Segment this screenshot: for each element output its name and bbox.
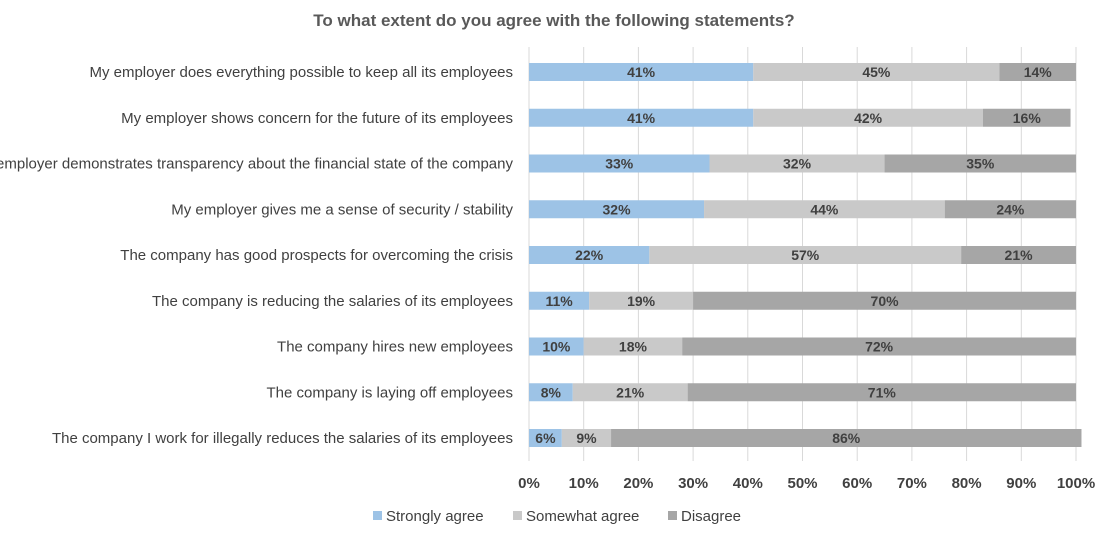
bar-segment-somewhat-agree — [583, 337, 683, 356]
x-tick-label: 70% — [897, 475, 927, 492]
x-axis-ticks: 0% 10% 20% 30% 40% 50% 60% 70% 80% 90% 100% — [518, 475, 1095, 492]
legend-label: Disagree — [681, 508, 741, 525]
bar-segment-disagree — [884, 154, 1076, 173]
bar-segment-somewhat-agree — [753, 108, 984, 127]
data-label: 10% — [542, 339, 571, 355]
bar-segment-strongly-agree — [529, 246, 650, 264]
category-label: The company I work for illegally reduces… — [52, 430, 513, 447]
data-label: 72% — [865, 339, 894, 355]
data-label: 16% — [1013, 110, 1042, 126]
x-tick-label: 80% — [952, 475, 982, 492]
category-labels: My employer does everything possible to … — [0, 64, 513, 447]
x-tick-label: 90% — [1006, 475, 1036, 492]
category-label: The company is laying off employees — [266, 384, 513, 401]
category-label: My employer does everything possible to … — [89, 64, 513, 81]
data-label: 21% — [1005, 247, 1034, 263]
bar-segment-disagree — [983, 108, 1071, 127]
data-label: 33% — [605, 156, 634, 172]
legend-label: Strongly agree — [386, 508, 484, 525]
data-label: 14% — [1024, 64, 1053, 80]
bar-segment-strongly-agree — [529, 200, 705, 219]
bar-segment-strongly-agree — [529, 154, 710, 173]
x-tick-label: 100% — [1057, 475, 1095, 492]
category-label: The company hires new employees — [277, 339, 513, 356]
bar-segment-somewhat-agree — [589, 291, 694, 310]
data-label: 18% — [619, 339, 648, 355]
legend-swatch — [513, 511, 522, 520]
legend: Strongly agree Somewhat agree Disagree — [373, 508, 741, 525]
data-label: 41% — [627, 64, 656, 80]
data-label: 44% — [810, 201, 839, 217]
data-label: 6% — [535, 430, 556, 446]
data-label: 8% — [541, 384, 562, 400]
x-tick-label: 10% — [569, 475, 599, 492]
x-tick-label: 0% — [518, 475, 540, 492]
bar-segment-disagree — [687, 383, 1076, 402]
data-label: 9% — [576, 430, 597, 446]
chart-title: To what extent do you agree with the fol… — [313, 11, 794, 30]
bar-segment-strongly-agree — [529, 291, 590, 310]
bars: 41% 45% 14% 41% 42% 16% 33% 32% 35% 32% 44% 24% 22% 5… — [529, 63, 1082, 447]
category-label: My employer gives me a sense of security… — [171, 201, 513, 218]
data-label: 32% — [783, 156, 812, 172]
bar-segment-strongly-agree — [529, 337, 584, 356]
category-label: My employer demonstrates transparency ab… — [0, 156, 513, 173]
bar-segment-strongly-agree — [529, 63, 754, 81]
x-tick-label: 20% — [623, 475, 653, 492]
data-label: 45% — [862, 64, 891, 80]
legend-label: Somewhat agree — [526, 508, 639, 525]
data-label: 86% — [832, 430, 861, 446]
bar-segment-disagree — [944, 200, 1076, 219]
category-label: The company is reducing the salaries of … — [152, 293, 513, 310]
bar-segment-somewhat-agree — [561, 429, 612, 447]
data-label: 22% — [575, 247, 604, 263]
data-label: 24% — [996, 201, 1025, 217]
data-label: 19% — [627, 293, 656, 309]
data-label: 11% — [545, 293, 573, 309]
data-label: 71% — [868, 384, 897, 400]
bar-segment-somewhat-agree — [709, 154, 885, 173]
data-label: 42% — [854, 110, 883, 126]
bar-segment-disagree — [611, 429, 1082, 447]
category-label: My employer shows concern for the future… — [121, 110, 513, 127]
bar-segment-somewhat-agree — [572, 383, 688, 402]
bar-segment-strongly-agree — [529, 429, 562, 447]
data-label: 57% — [791, 247, 820, 263]
bar-segment-disagree — [693, 291, 1076, 310]
data-label: 35% — [966, 156, 995, 172]
x-tick-label: 60% — [842, 475, 872, 492]
data-label: 41% — [627, 110, 656, 126]
x-tick-label: 50% — [787, 475, 817, 492]
data-label: 32% — [603, 201, 632, 217]
bar-segment-somewhat-agree — [753, 63, 1000, 81]
x-tick-label: 40% — [733, 475, 763, 492]
bar-segment-strongly-agree — [529, 108, 754, 127]
data-label: 70% — [871, 293, 900, 309]
legend-swatch — [373, 511, 382, 520]
data-label: 21% — [616, 384, 645, 400]
bar-segment-strongly-agree — [529, 383, 573, 402]
bar-segment-somewhat-agree — [649, 246, 962, 264]
bar-segment-somewhat-agree — [704, 200, 945, 219]
x-tick-label: 30% — [678, 475, 708, 492]
bar-segment-disagree — [682, 337, 1076, 356]
bar-segment-disagree — [999, 63, 1076, 81]
category-label: The company has good prospects for overc… — [120, 247, 513, 264]
legend-swatch — [668, 511, 677, 520]
bar-segment-disagree — [961, 246, 1076, 264]
